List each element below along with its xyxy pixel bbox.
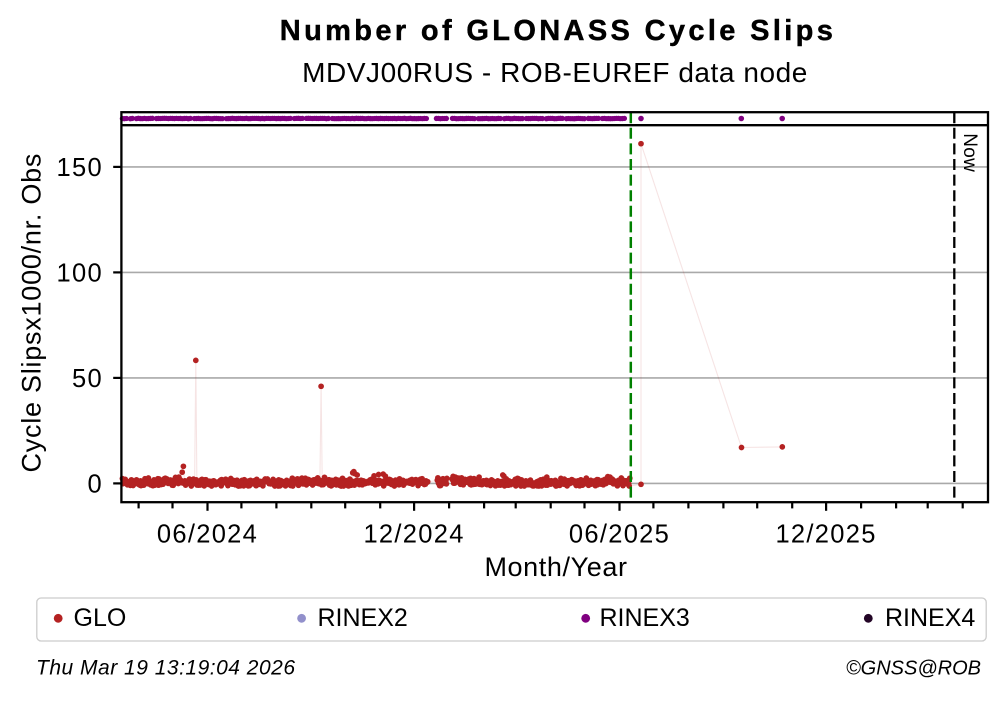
svg-text:Cycle Slipsx1000/nr. Obs: Cycle Slipsx1000/nr. Obs bbox=[17, 153, 47, 473]
svg-text:Number of GLONASS Cycle Slips: Number of GLONASS Cycle Slips bbox=[280, 15, 836, 47]
svg-text:©GNSS@ROB: ©GNSS@ROB bbox=[846, 658, 981, 680]
svg-text:RINEX2: RINEX2 bbox=[318, 604, 408, 632]
svg-text:06/2025: 06/2025 bbox=[569, 521, 670, 549]
svg-text:100: 100 bbox=[57, 260, 103, 288]
svg-text:RINEX4: RINEX4 bbox=[885, 604, 975, 632]
svg-text:0: 0 bbox=[88, 471, 103, 499]
svg-text:Thu Mar 19 13:19:04 2026: Thu Mar 19 13:19:04 2026 bbox=[36, 657, 296, 680]
svg-text:RINEX3: RINEX3 bbox=[600, 604, 690, 632]
svg-text:150: 150 bbox=[57, 154, 103, 182]
svg-text:12/2024: 12/2024 bbox=[363, 521, 464, 549]
svg-text:12/2025: 12/2025 bbox=[775, 521, 876, 549]
svg-text:MDVJ00RUS - ROB-EUREF data nod: MDVJ00RUS - ROB-EUREF data node bbox=[302, 57, 808, 88]
svg-text:50: 50 bbox=[72, 365, 103, 393]
svg-text:GLO: GLO bbox=[74, 604, 127, 632]
svg-text:06/2024: 06/2024 bbox=[157, 521, 258, 549]
svg-text:Now: Now bbox=[959, 133, 980, 172]
svg-text:Month/Year: Month/Year bbox=[484, 552, 627, 582]
